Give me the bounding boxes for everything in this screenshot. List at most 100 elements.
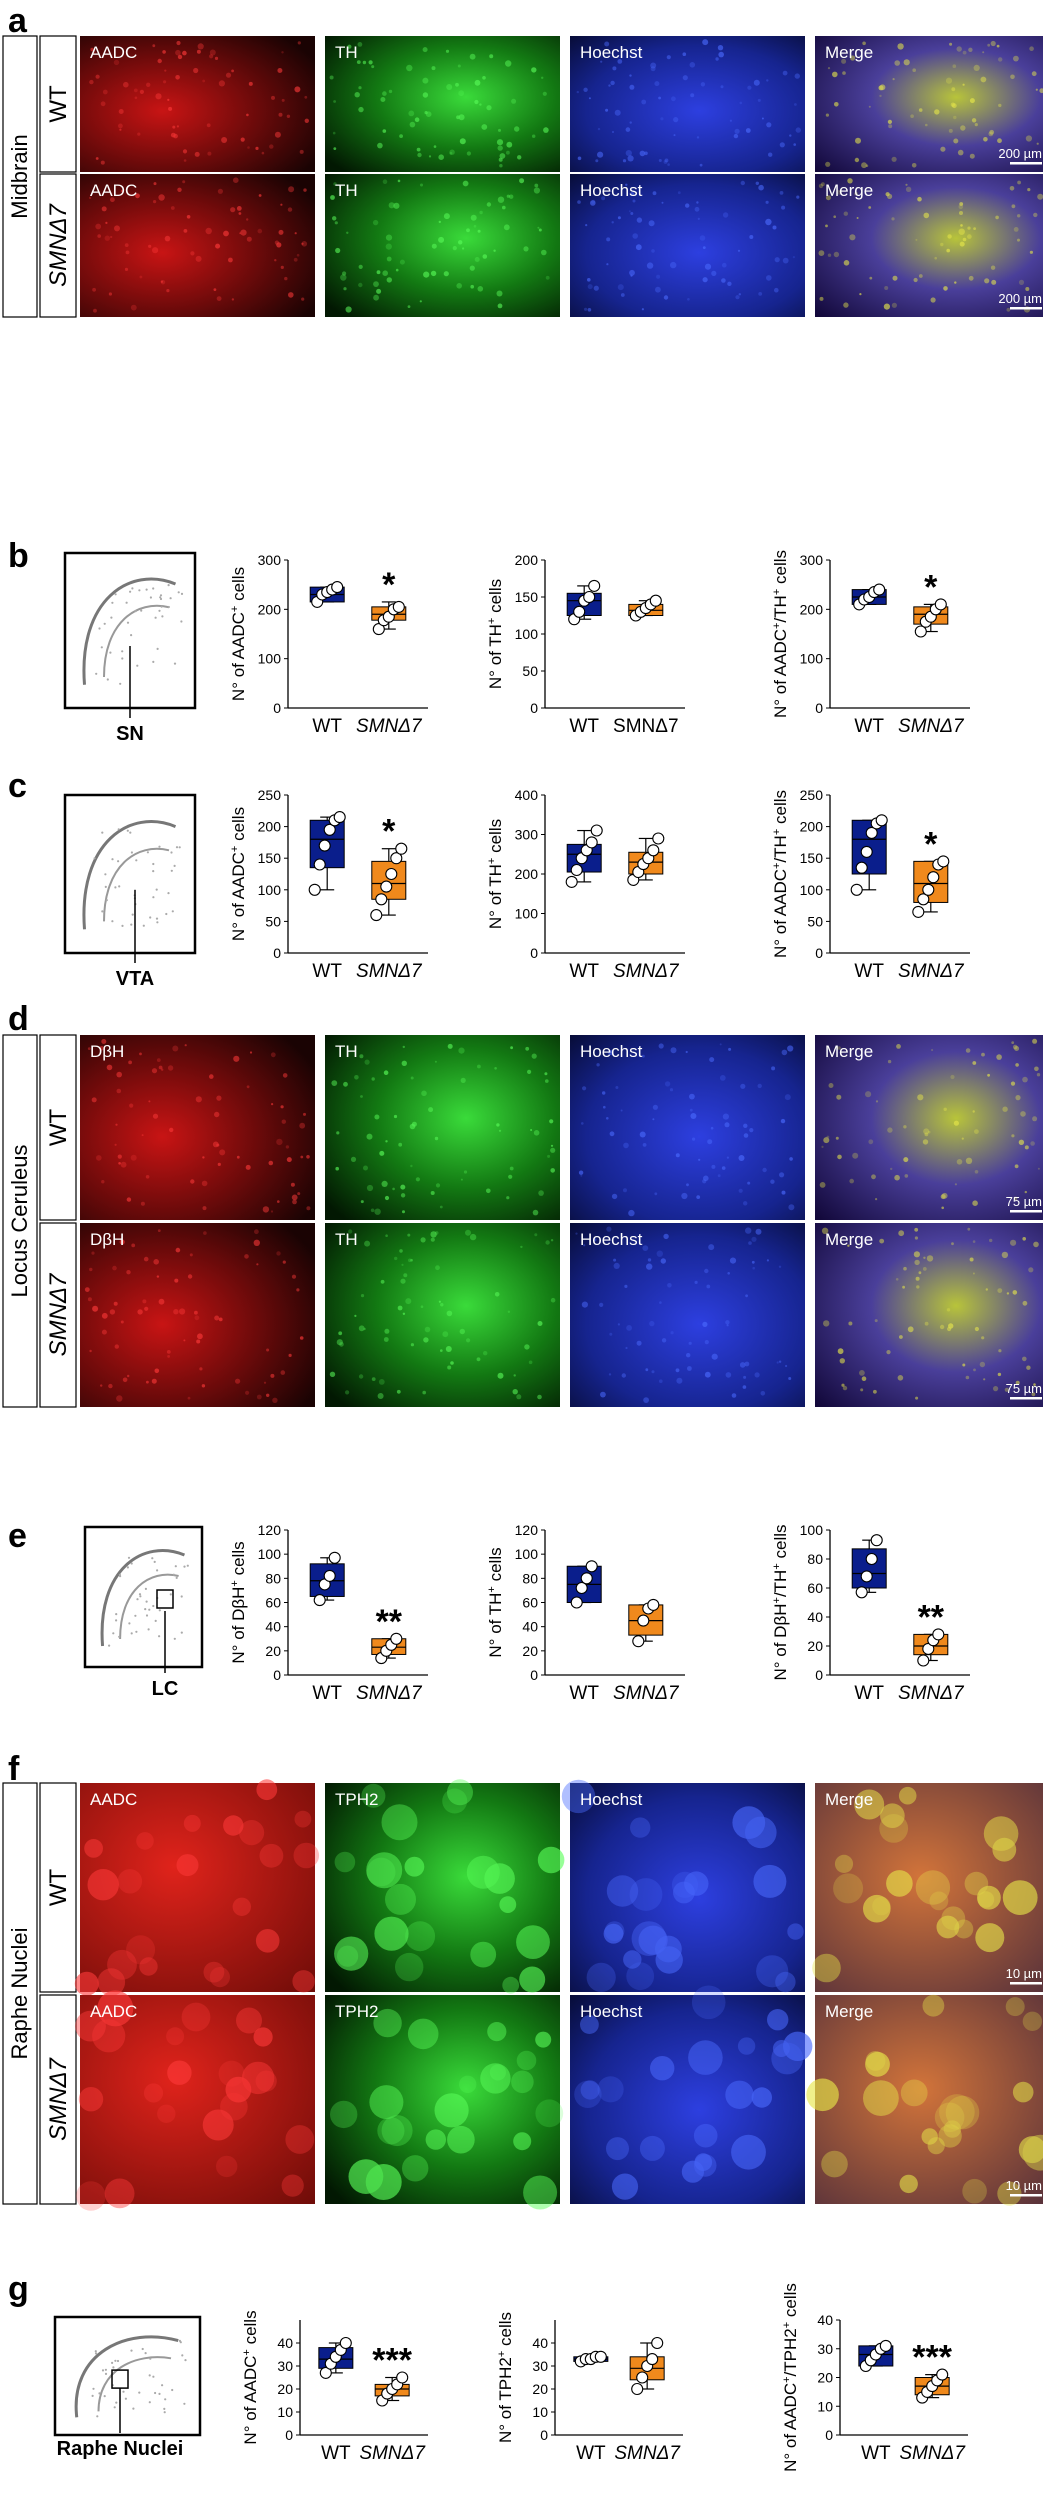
cell-dot	[575, 1232, 578, 1235]
category-label: WT	[861, 2443, 891, 2464]
cell-dot	[114, 1143, 117, 1146]
data-point	[860, 845, 873, 858]
micrograph-merge	[815, 1035, 1043, 1220]
cell-dot	[743, 1133, 749, 1138]
data-point	[339, 2336, 352, 2350]
cell-dot	[496, 290, 503, 297]
cell-dot	[179, 1308, 186, 1315]
cell-dot	[654, 81, 660, 87]
cell-dot	[779, 191, 784, 195]
cell-dot	[348, 2159, 384, 2195]
atlas-contour	[82, 820, 177, 930]
cell-dot	[837, 1046, 841, 1050]
cell-dot	[385, 1140, 388, 1143]
cell-dot	[982, 51, 985, 54]
atlas-dot	[138, 2391, 141, 2394]
data-point	[936, 2368, 949, 2381]
channel-label: TH	[335, 181, 358, 200]
cell-dot	[1029, 250, 1033, 254]
cell-dot	[721, 278, 726, 283]
cell-dot	[253, 1239, 260, 1247]
cell-dot	[356, 60, 361, 64]
cell-dot	[934, 2102, 965, 2133]
atlas-dot	[170, 869, 173, 872]
cell-dot	[887, 193, 893, 199]
cell-dot	[378, 1379, 385, 1385]
cell-dot	[903, 59, 910, 66]
cell-dot	[511, 98, 517, 104]
y-tick-label: 150	[515, 589, 539, 605]
cell-dot	[755, 181, 759, 185]
cell-dot	[645, 1368, 649, 1372]
cell-dot	[778, 1265, 782, 1269]
cell-dot	[673, 134, 676, 137]
panel-letter-b: b	[8, 537, 29, 575]
atlas-dot	[145, 588, 148, 591]
atlas-dot	[121, 650, 124, 653]
cell-dot	[904, 1174, 909, 1178]
cell-dot	[270, 1210, 274, 1213]
cell-dot	[209, 1074, 214, 1079]
cell-dot	[105, 221, 108, 224]
cell-dot	[447, 2125, 475, 2154]
cell-dot	[833, 215, 836, 218]
y-axis-label: N° of DβH+/TH+ cells	[771, 1524, 790, 1680]
cell-dot	[646, 1263, 653, 1270]
cell-dot	[420, 1237, 426, 1243]
data-point	[323, 823, 336, 836]
cell-dot	[170, 132, 176, 138]
atlas-dot	[151, 1557, 154, 1560]
cell-dot	[949, 42, 953, 46]
cell-dot	[663, 160, 668, 164]
atlas-dot	[158, 1635, 161, 1638]
cell-dot	[792, 256, 796, 259]
y-tick-label: 40	[817, 2312, 833, 2328]
cell-dot	[498, 1129, 502, 1132]
y-tick-label: 150	[258, 850, 282, 866]
cell-dot	[782, 257, 789, 264]
cell-dot	[422, 1390, 427, 1395]
cell-dot	[335, 247, 341, 254]
cell-dot	[332, 131, 336, 135]
cell-dot	[216, 1143, 220, 1147]
cell-dot	[458, 90, 465, 97]
cell-dot	[469, 53, 476, 60]
y-tick-label: 50	[522, 663, 538, 679]
channel-label: TH	[335, 1042, 358, 1061]
cell-dot	[574, 2080, 602, 2108]
cell-dot	[474, 257, 480, 262]
cell-dot	[825, 224, 828, 228]
cell-dot	[101, 1312, 108, 1319]
cell-dot	[727, 1272, 730, 1275]
cell-dot	[593, 1238, 597, 1242]
cell-dot	[244, 1254, 249, 1259]
cell-dot	[156, 1275, 160, 1278]
cell-dot	[117, 1869, 143, 1894]
cell-dot	[507, 1310, 511, 1314]
cell-dot	[246, 218, 249, 221]
cell-dot	[880, 1803, 905, 1828]
cell-dot	[113, 59, 120, 66]
cell-dot	[888, 124, 893, 129]
cell-dot	[108, 292, 112, 296]
cell-dot	[779, 1172, 785, 1178]
atlas-e: LC	[83, 1525, 204, 1700]
micrograph-th	[325, 36, 560, 172]
cell-dot	[373, 294, 379, 301]
cell-dot	[288, 1353, 292, 1357]
atlas-contour	[100, 1549, 186, 1647]
cell-dot	[898, 1786, 917, 1805]
cell-dot	[528, 1360, 533, 1365]
cell-dot	[623, 1950, 642, 1969]
y-tick-label: 200	[258, 819, 282, 835]
channel-label: Hoechst	[580, 1230, 643, 1249]
cell-dot	[440, 1349, 443, 1352]
cell-dot	[806, 2078, 839, 2112]
atlas-dot	[125, 601, 128, 604]
atlas-dot	[112, 1632, 115, 1635]
cell-dot	[620, 293, 625, 297]
cell-dot	[962, 237, 967, 242]
cell-dot	[502, 205, 506, 210]
cell-dot	[828, 1083, 834, 1088]
cell-dot	[632, 233, 638, 239]
